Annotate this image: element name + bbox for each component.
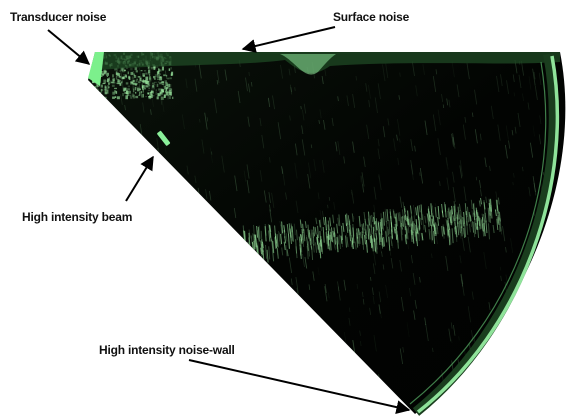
transducer-noise-label: Transducer noise (10, 10, 107, 24)
transducer-noise-arrow (47, 29, 91, 65)
high-intensity-beam-mark (157, 130, 171, 146)
surface-noise-label: Surface noise (333, 10, 410, 24)
sonar-fan (88, 52, 566, 414)
surface-noise-arrow (241, 26, 336, 53)
high-intensity-beam-label: High intensity beam (22, 210, 133, 224)
noise-wall (409, 53, 560, 416)
noise-wall-label: High intensity noise-wall (99, 343, 235, 357)
high-intensity-beam-arrow (125, 155, 154, 202)
transducer-noise-patch (88, 52, 104, 86)
surface-noise-band (95, 52, 560, 75)
noise-wall-arrow (188, 359, 411, 415)
